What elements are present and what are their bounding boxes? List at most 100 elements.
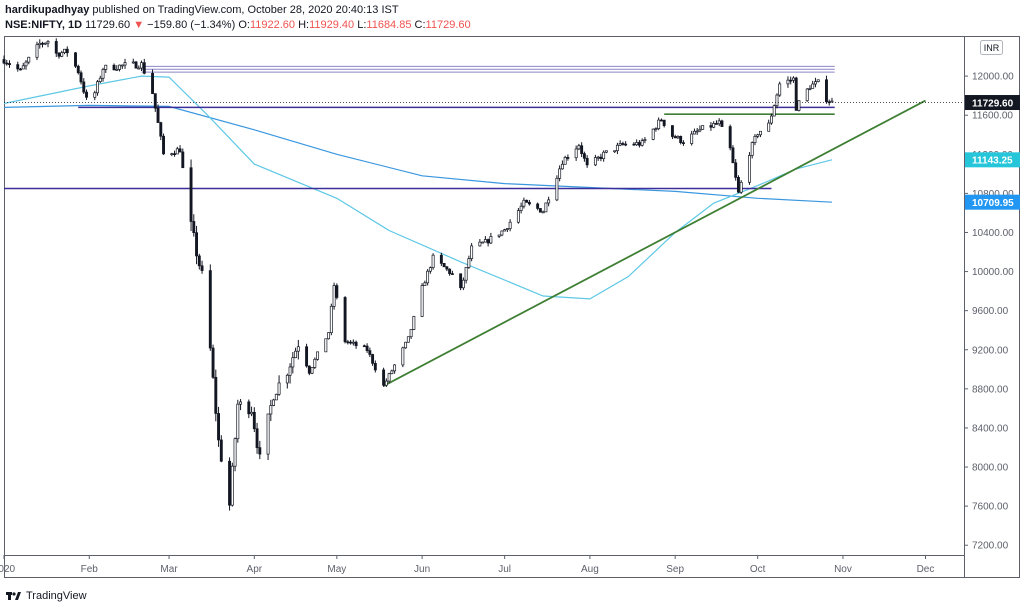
candle-body-down xyxy=(373,363,377,371)
candle-body-up xyxy=(428,267,432,272)
candle-body-up xyxy=(63,48,66,53)
candle xyxy=(643,137,647,144)
candle-body-down xyxy=(566,157,570,159)
candle-body-up xyxy=(38,42,42,46)
candle xyxy=(2,55,6,65)
price-tags: 11729.60 11143.25 10709.95 xyxy=(965,95,1020,210)
candle-body-up xyxy=(750,142,754,156)
candle-body-up xyxy=(384,380,388,386)
candle-body-up xyxy=(505,228,509,231)
candle-body-down xyxy=(659,119,663,122)
author-name[interactable]: hardikupadhyay xyxy=(5,4,90,16)
candle xyxy=(747,152,751,185)
candle xyxy=(349,340,353,345)
candle xyxy=(93,90,97,101)
candle-body-up xyxy=(470,245,474,259)
candle xyxy=(731,145,735,164)
candle-body-up xyxy=(547,199,551,204)
candle xyxy=(21,62,25,70)
candle xyxy=(250,406,254,417)
candle xyxy=(519,202,523,214)
candle xyxy=(574,145,578,161)
x-tick-label: May xyxy=(327,564,346,575)
candle-body-up xyxy=(602,151,606,159)
candle-body-down xyxy=(538,208,542,213)
candle-body-down xyxy=(445,266,449,270)
candle xyxy=(327,332,331,340)
tradingview-brand[interactable]: TradingView xyxy=(6,589,87,603)
candle-body-up xyxy=(137,67,141,70)
candle xyxy=(805,88,809,102)
candle-body-up xyxy=(404,341,408,349)
candle-body-up xyxy=(778,83,782,96)
candle-body-up xyxy=(544,202,548,213)
candle xyxy=(96,79,99,96)
y-tick-label: 8000.00 xyxy=(972,463,1009,474)
candle-body-up xyxy=(497,234,501,237)
candle-body-down xyxy=(789,79,793,82)
candle xyxy=(82,78,86,95)
currency-badge[interactable]: INR xyxy=(980,40,1003,55)
candle-body-down xyxy=(662,119,666,126)
candle xyxy=(236,399,240,443)
candle xyxy=(673,134,677,139)
candle xyxy=(467,255,471,269)
candle-body-up xyxy=(426,270,430,284)
low-value: 11684.85 xyxy=(366,19,412,31)
candle-body-down xyxy=(8,63,11,65)
candle-body-up xyxy=(577,145,581,150)
candle-body-up xyxy=(175,148,179,155)
price-tag-label: 10709.95 xyxy=(972,198,1014,209)
candle-body-down xyxy=(343,297,347,343)
candle-body-up xyxy=(329,305,333,333)
candle-body-up xyxy=(753,136,757,144)
candle xyxy=(679,135,683,145)
candle-body-up xyxy=(596,156,600,159)
candle xyxy=(769,113,773,125)
publish-info: hardikupadhyay published on TradingView.… xyxy=(5,4,399,16)
candle xyxy=(354,340,358,349)
candle xyxy=(563,155,567,165)
y-tick-label: 8400.00 xyxy=(972,423,1009,434)
open-label: O: xyxy=(238,19,250,31)
candle-body-up xyxy=(327,332,331,340)
candle xyxy=(767,119,771,132)
candle xyxy=(670,125,674,140)
candle xyxy=(269,399,273,422)
candle xyxy=(712,121,716,129)
candle-body-up xyxy=(808,88,812,90)
candle-body-up xyxy=(93,92,97,98)
x-tick-label: 2020 xyxy=(0,564,16,575)
candle-body-up xyxy=(431,254,435,269)
candle xyxy=(346,339,350,345)
candle xyxy=(431,253,435,270)
candle-body-up xyxy=(170,153,174,156)
candle-body-up xyxy=(519,205,523,211)
candle xyxy=(426,269,430,286)
candle-body-down xyxy=(228,460,232,506)
candle xyxy=(816,79,820,83)
candle xyxy=(811,80,815,89)
candle-body-down xyxy=(178,148,182,153)
candle xyxy=(373,360,377,373)
candle xyxy=(464,266,468,284)
currency-label: INR xyxy=(984,43,1000,53)
high-value: 11929.40 xyxy=(309,19,355,31)
candle xyxy=(794,76,798,111)
candle xyxy=(252,407,256,433)
candle-body-down xyxy=(76,65,80,74)
candle xyxy=(714,120,718,125)
candle-body-down xyxy=(825,79,828,103)
candle-body-down xyxy=(41,42,44,45)
candle-body-up xyxy=(230,465,234,506)
candle-body-up xyxy=(233,438,237,467)
candle xyxy=(580,142,584,158)
candle-body-down xyxy=(134,61,138,69)
candle-body-up xyxy=(635,142,639,146)
candle-body-up xyxy=(43,42,47,45)
candle-body-up xyxy=(269,405,273,415)
candle xyxy=(439,252,443,266)
candle xyxy=(60,50,64,58)
candle-body-up xyxy=(816,79,820,82)
